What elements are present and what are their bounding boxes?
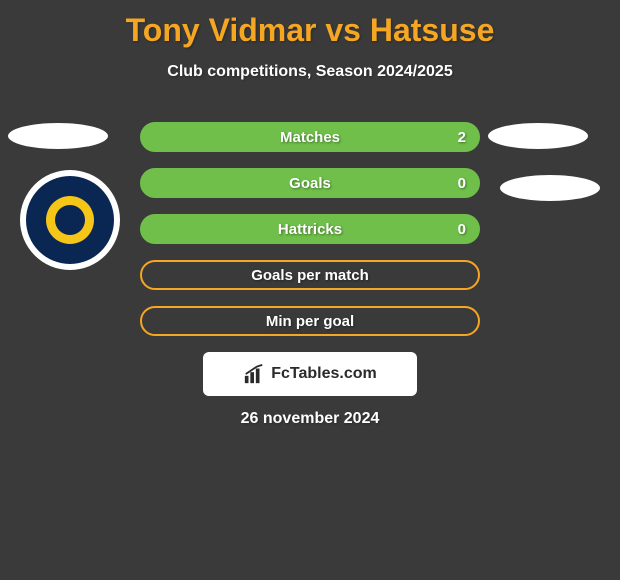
ellipse-decor-right-2 xyxy=(500,175,600,201)
stat-value: 2 xyxy=(458,129,466,146)
stat-label: Goals xyxy=(289,175,331,192)
brand-box[interactable]: FcTables.com xyxy=(203,352,417,396)
brand-text: FcTables.com xyxy=(271,365,377,383)
stat-value: 0 xyxy=(458,175,466,192)
stat-row-matches: Matches 2 xyxy=(140,122,480,152)
subtitle: Club competitions, Season 2024/2025 xyxy=(0,63,620,81)
stat-row-goals: Goals 0 xyxy=(140,168,480,198)
club-logo xyxy=(20,170,120,270)
ellipse-decor-left xyxy=(8,123,108,149)
page-title: Tony Vidmar vs Hatsuse xyxy=(0,0,620,49)
chart-icon xyxy=(243,363,265,385)
stat-label: Min per goal xyxy=(266,313,354,330)
stat-label: Hattricks xyxy=(278,221,342,238)
stat-value: 0 xyxy=(458,221,466,238)
stat-label: Matches xyxy=(280,129,340,146)
stat-row-goals-per-match: Goals per match xyxy=(140,260,480,290)
stats-chart: Matches 2 Goals 0 Hattricks 0 Goals per … xyxy=(140,122,480,352)
stat-row-min-per-goal: Min per goal xyxy=(140,306,480,336)
club-logo-inner xyxy=(26,176,114,264)
date-text: 26 november 2024 xyxy=(0,410,620,428)
stat-row-hattricks: Hattricks 0 xyxy=(140,214,480,244)
stat-label: Goals per match xyxy=(251,267,369,284)
ellipse-decor-right-1 xyxy=(488,123,588,149)
